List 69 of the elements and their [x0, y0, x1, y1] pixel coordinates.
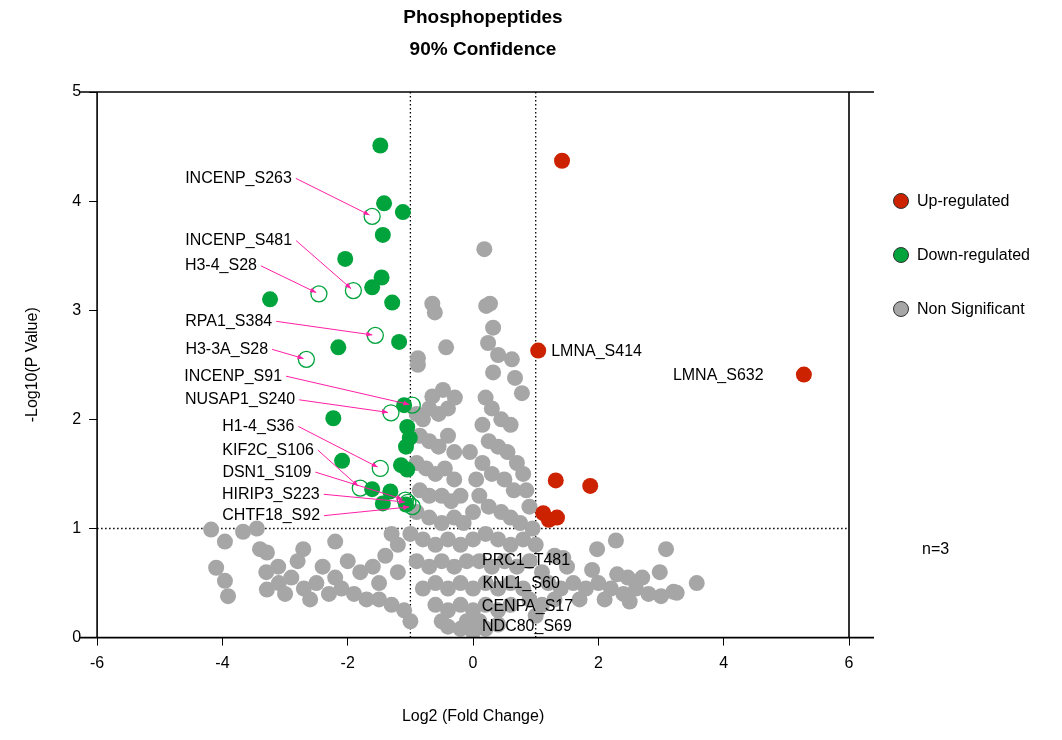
annotation: H1-4_S36: [222, 416, 295, 435]
y-tick-label: 2: [72, 409, 82, 427]
point: [530, 342, 547, 359]
point: [795, 366, 812, 383]
annotation: LMNA_S414: [551, 342, 643, 361]
point: [582, 477, 599, 494]
chart-title: Phosphopeptides: [402, 6, 564, 28]
x-tick-label: 2: [593, 653, 603, 671]
annotation: NUSAP1_S240: [184, 390, 296, 409]
annotation: DSN1_S109: [222, 462, 312, 481]
x-tick-label: 0: [468, 653, 478, 671]
annotation: LMNA_S632: [672, 366, 764, 385]
y-tick-label: 3: [72, 300, 82, 318]
point: [549, 509, 566, 526]
point: [262, 291, 279, 308]
point: [376, 195, 393, 212]
point: [330, 339, 347, 356]
point: [310, 285, 328, 303]
point: [554, 152, 571, 169]
legend-label: Non Significant: [917, 300, 1025, 318]
y-tick-label: 0: [72, 628, 82, 646]
y-tick-label: 1: [72, 518, 82, 536]
annotation: CENPA_S17: [481, 597, 574, 616]
point: [334, 452, 351, 469]
point: [366, 326, 384, 344]
point: [384, 294, 401, 311]
annotation: INCENP_S91: [184, 366, 283, 385]
x-axis-title: Log2 (Fold Change): [401, 706, 545, 724]
x-tick-label: -4: [215, 653, 230, 671]
point: [403, 498, 421, 516]
y-tick-label: 4: [72, 191, 82, 209]
y-axis-title: -Log10(P Value): [23, 307, 41, 423]
annotation: PRC1_T481: [482, 551, 571, 570]
annotation: KNL1_S60: [482, 573, 560, 592]
legend-label: Up-regulated: [917, 192, 1010, 210]
annotation: CHTF18_S92: [222, 506, 321, 525]
text: n=3: [922, 540, 950, 558]
point: [371, 459, 389, 478]
point: [394, 204, 411, 221]
annotation: H3-3A_S28: [185, 339, 269, 358]
point: [391, 333, 408, 350]
annotation: RPA1_S384: [185, 311, 273, 330]
annotation: H3-4_S28: [184, 256, 258, 275]
point: [373, 269, 390, 286]
legend-label: Down-regulated: [917, 246, 1030, 264]
point: [344, 281, 363, 300]
x-tick-label: -2: [340, 653, 355, 671]
point: [297, 350, 316, 368]
point: [399, 461, 416, 478]
point: [398, 438, 415, 455]
point: [325, 410, 342, 427]
point: [364, 279, 381, 296]
annotation: NDC80_S69: [482, 616, 572, 635]
point: [382, 404, 400, 422]
x-tick-label: -6: [89, 653, 105, 671]
point: [351, 479, 369, 497]
chart-subtitle: 90% Confidence: [408, 38, 558, 60]
x-tick-label: 4: [719, 653, 729, 671]
annotation: HIRIP3_S223: [221, 484, 320, 503]
annotation: INCENP_S481: [185, 231, 293, 249]
point: [547, 472, 564, 489]
y-tick-label: 5: [72, 82, 82, 100]
annotation: KIF2C_S106: [222, 440, 314, 459]
point: [372, 137, 389, 154]
point: [363, 207, 381, 226]
annotation: INCENP_S263: [185, 168, 292, 187]
x-tick-label: 6: [844, 653, 854, 671]
point: [337, 250, 354, 267]
point: [374, 226, 391, 243]
